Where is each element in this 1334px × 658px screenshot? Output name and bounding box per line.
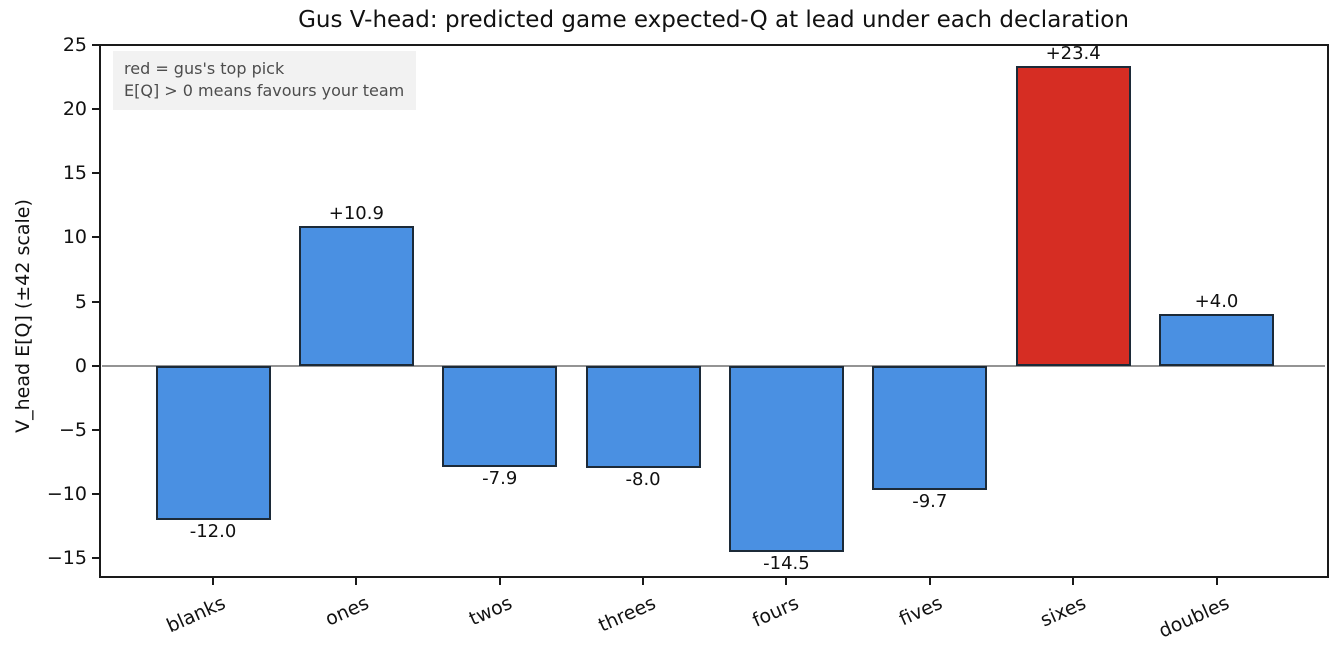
bar-ones <box>298 225 414 366</box>
y-tick--15 <box>92 557 100 560</box>
x-tick-blanks <box>212 577 214 585</box>
x-tick-fours <box>785 577 788 585</box>
y-tick-25 <box>92 44 100 46</box>
bar-threes <box>585 365 701 469</box>
bar-value-label-fours: -14.5 <box>763 552 810 574</box>
x-tick-label-threes: threes <box>595 592 660 637</box>
x-tick-label-fours: fours <box>749 592 803 632</box>
x-tick-label-sixes: sixes <box>1036 592 1090 632</box>
y-tick-label-20: 20 <box>62 98 87 121</box>
x-tick-label-twos: twos <box>466 592 516 631</box>
y-tick-label-15: 15 <box>62 162 87 185</box>
y-axis-label: V_head E[Q] (±42 scale) <box>12 199 34 433</box>
y-tick-20 <box>92 108 100 111</box>
bar-fives <box>872 365 988 491</box>
annotation-line-2: E[Q] > 0 means favours your team <box>124 81 405 100</box>
x-tick-doubles <box>1215 577 1218 585</box>
x-tick-label-fives: fives <box>895 592 946 631</box>
x-tick-threes <box>642 577 645 585</box>
bar-value-label-threes: -8.0 <box>625 469 661 491</box>
x-tick-sixes <box>1072 577 1075 585</box>
x-tick-label-doubles: doubles <box>1155 592 1233 643</box>
x-tick-twos <box>498 577 501 585</box>
chart-title: Gus V-head: predicted game expected-Q at… <box>298 7 1129 33</box>
zero-line <box>102 364 1325 367</box>
bar-twos <box>442 365 558 467</box>
annotation-line-1: red = gus's top pick <box>124 59 285 78</box>
bar-value-label-twos: -7.9 <box>482 467 518 489</box>
y-tick-5 <box>92 300 100 303</box>
bar-fours <box>728 365 844 552</box>
x-tick-fives <box>928 577 931 585</box>
y-tick-label-25: 25 <box>62 34 87 56</box>
x-tick-ones <box>355 577 358 585</box>
y-tick-10 <box>92 236 100 239</box>
bar-value-label-ones: +10.9 <box>328 202 384 224</box>
bar-value-label-blanks: -12.0 <box>189 520 237 542</box>
y-tick-15 <box>92 172 100 175</box>
y-tick--5 <box>92 428 100 431</box>
annotation-box: red = gus's top pick E[Q] > 0 means favo… <box>113 51 417 110</box>
y-tick-label-0: 0 <box>74 354 87 377</box>
plot-area <box>99 44 1329 578</box>
y-tick-label--10: −10 <box>46 482 87 505</box>
bar-value-label-sixes: +23.4 <box>1045 42 1101 64</box>
bar-blanks <box>155 365 271 520</box>
x-tick-label-ones: ones <box>322 592 373 631</box>
y-tick--10 <box>92 492 100 495</box>
bar-value-label-doubles: +4.0 <box>1194 291 1239 313</box>
bar-value-label-fives: -9.7 <box>912 491 948 513</box>
bar-doubles <box>1159 314 1275 366</box>
y-tick-label--5: −5 <box>58 418 87 441</box>
bar-sixes <box>1015 65 1131 366</box>
y-tick-0 <box>92 364 100 367</box>
y-tick-label-10: 10 <box>62 226 87 249</box>
y-tick-label--15: −15 <box>46 547 87 570</box>
x-tick-label-blanks: blanks <box>163 592 229 638</box>
y-tick-label-5: 5 <box>74 290 87 313</box>
